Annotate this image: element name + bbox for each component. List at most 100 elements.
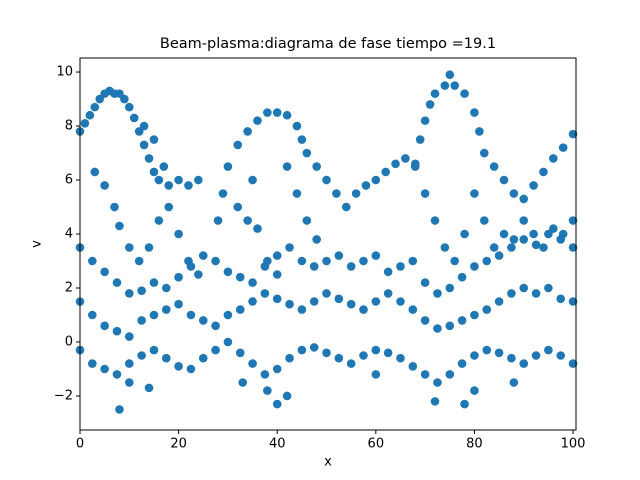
x-tick-label: 80	[466, 437, 483, 452]
point	[144, 243, 154, 252]
point	[285, 353, 294, 363]
point	[470, 189, 479, 198]
point	[383, 267, 393, 277]
point	[110, 202, 119, 212]
point	[174, 272, 183, 282]
x-tick-label: 0	[76, 437, 84, 452]
point	[410, 162, 420, 171]
point	[408, 361, 418, 371]
point	[149, 310, 159, 320]
point	[450, 256, 460, 266]
point	[100, 267, 109, 277]
point	[415, 135, 425, 144]
point	[297, 135, 307, 144]
point	[346, 359, 356, 368]
point	[531, 289, 541, 298]
point	[312, 235, 321, 244]
point	[149, 135, 159, 144]
point	[556, 294, 566, 304]
point	[445, 70, 455, 80]
point	[420, 116, 430, 125]
point	[509, 235, 519, 244]
point	[371, 175, 381, 185]
point	[568, 216, 578, 225]
point	[507, 243, 516, 252]
point	[260, 289, 270, 298]
y-tick-label: 8	[65, 119, 73, 134]
point	[164, 202, 174, 212]
point	[529, 229, 538, 239]
point	[233, 202, 243, 212]
point	[88, 359, 97, 368]
point	[494, 297, 504, 306]
point	[359, 256, 368, 266]
point	[341, 202, 351, 212]
point	[137, 316, 146, 325]
point	[334, 294, 344, 304]
point	[233, 140, 243, 150]
point	[80, 119, 90, 128]
point	[470, 351, 479, 360]
point	[282, 162, 292, 171]
x-tick-label: 60	[368, 437, 385, 452]
point	[125, 243, 134, 252]
y-tick-label: 10	[56, 65, 73, 80]
point	[556, 351, 566, 360]
point	[381, 167, 390, 177]
point	[137, 351, 146, 360]
point	[549, 154, 558, 163]
point	[482, 345, 492, 355]
point	[125, 378, 134, 387]
point	[149, 345, 159, 355]
point	[445, 321, 455, 331]
point	[489, 243, 499, 252]
point	[144, 154, 154, 163]
point	[238, 378, 248, 387]
point	[260, 370, 270, 379]
point	[408, 256, 418, 266]
point	[440, 81, 450, 90]
x-tick-label: 20	[170, 437, 187, 452]
point	[297, 345, 307, 355]
point	[371, 251, 381, 260]
plot-frame	[79, 57, 577, 431]
point	[186, 262, 196, 271]
y-tick-label: −2	[54, 388, 73, 403]
point	[88, 310, 97, 320]
point	[509, 378, 519, 387]
point	[433, 289, 442, 298]
point	[154, 216, 164, 225]
point	[544, 345, 553, 355]
point	[248, 297, 257, 306]
point	[211, 321, 220, 331]
point	[322, 289, 331, 298]
point	[90, 102, 100, 112]
point	[88, 256, 97, 266]
point	[460, 229, 469, 239]
point	[371, 370, 381, 379]
point	[322, 175, 331, 185]
point	[174, 229, 183, 239]
point	[282, 391, 292, 401]
point	[115, 405, 124, 414]
point	[137, 286, 146, 296]
point	[125, 102, 134, 112]
point	[285, 299, 294, 309]
point	[297, 256, 307, 266]
point	[235, 272, 245, 282]
point	[125, 332, 134, 341]
point	[494, 348, 504, 358]
point	[159, 162, 169, 171]
point	[558, 143, 568, 152]
point	[445, 283, 455, 293]
point	[420, 316, 430, 325]
point	[174, 361, 183, 371]
point	[309, 262, 319, 271]
y-tick-label: 0	[65, 334, 73, 349]
point	[139, 121, 149, 131]
point	[470, 386, 479, 395]
point	[184, 181, 193, 190]
point	[529, 181, 538, 190]
